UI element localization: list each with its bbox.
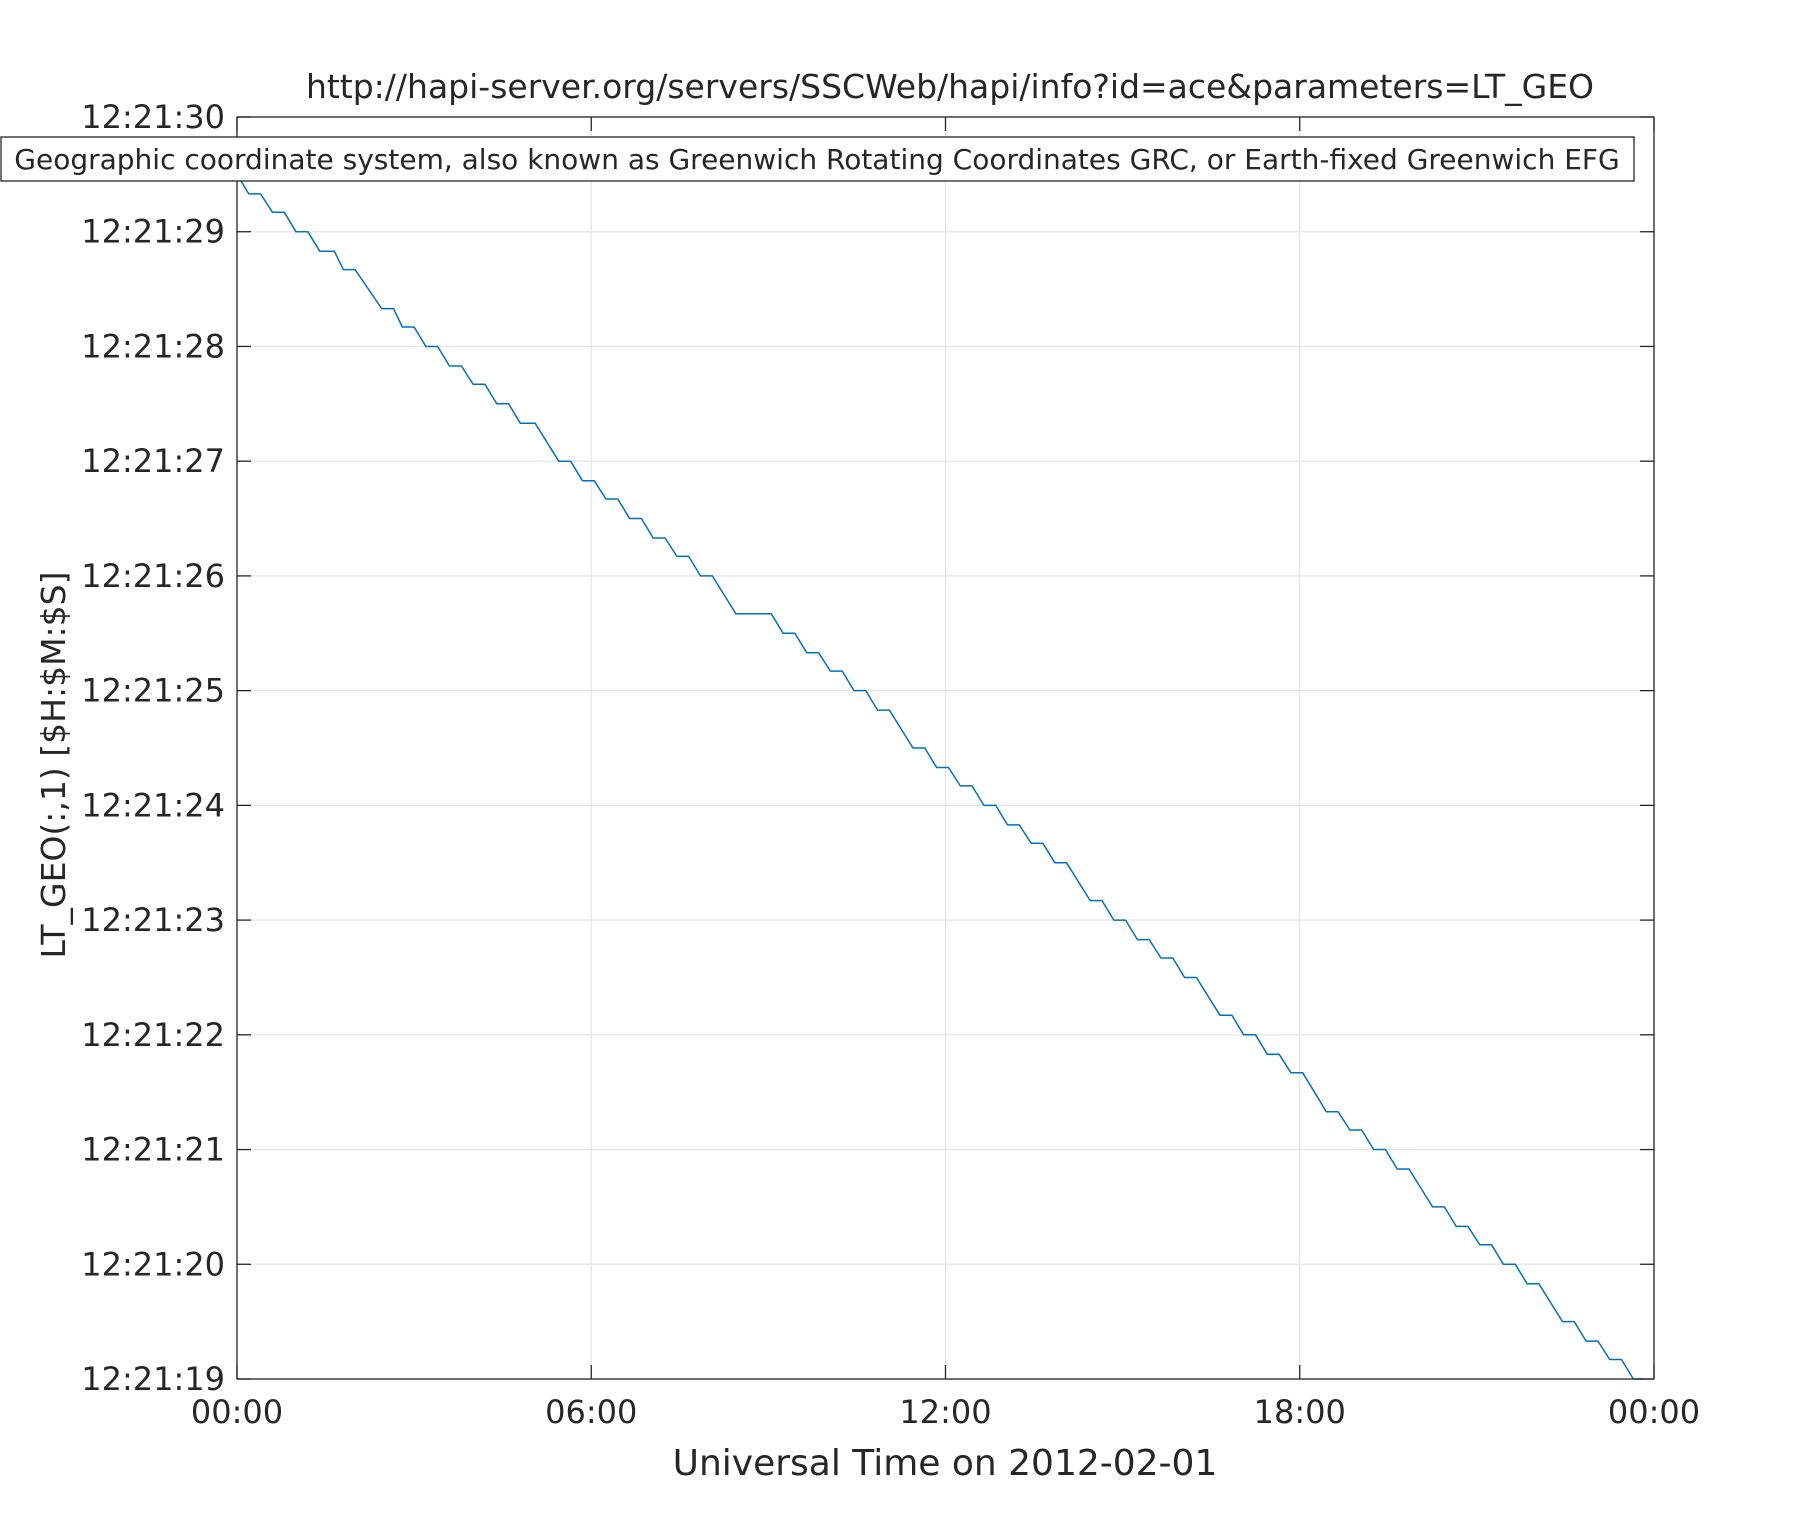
y-tick-labels: 12:21:30 12:21:29 12:21:28 12:21:27 12:21:26… (81, 98, 225, 1398)
chart-title: http://hapi-server.org/servers/SSCWeb/ha… (306, 67, 1594, 106)
annotation-border (0, 136, 1635, 182)
x-tick-label: 12:00 (899, 1393, 991, 1431)
x-tick-label: 00:00 (191, 1393, 283, 1431)
y-tick-label: 12:21:24 (81, 786, 225, 824)
axis-ticks (236, 116, 1655, 1380)
x-tick-label: 06:00 (545, 1393, 637, 1431)
y-tick-label: 12:21:20 (81, 1245, 225, 1283)
y-tick-label: 12:21:27 (81, 442, 225, 480)
x-axis-label: Universal Time on 2012-02-01 (673, 1443, 1218, 1484)
series-layer (236, 174, 1643, 1380)
grid (236, 116, 1655, 1380)
y-tick-label: 12:21:21 (81, 1131, 225, 1169)
y-tick-label: 12:21:26 (81, 557, 225, 595)
y-tick-label: 12:21:25 (81, 672, 225, 710)
y-tick-label: 12:21:23 (81, 901, 225, 939)
x-tick-label: 00:00 (1608, 1393, 1700, 1431)
y-tick-label: 12:21:19 (81, 1360, 225, 1398)
annotation-text: Geographic coordinate system, also known… (14, 143, 1619, 176)
x-tick-label: 18:00 (1254, 1393, 1346, 1431)
y-tick-label: 12:21:28 (81, 327, 225, 365)
y-tick-label: 12:21:29 (81, 213, 225, 251)
y-tick-label: 12:21:22 (81, 1016, 225, 1054)
series-line (236, 174, 1643, 1380)
y-axis-label: LT_GEO(:,1) [$H:$M:$S] (34, 572, 73, 959)
x-tick-labels: 00:00 06:00 12:00 18:00 00:00 (191, 1393, 1700, 1431)
y-tick-label: 12:21:30 (81, 98, 225, 136)
annotation-box: Geographic coordinate system, also known… (0, 136, 1635, 182)
